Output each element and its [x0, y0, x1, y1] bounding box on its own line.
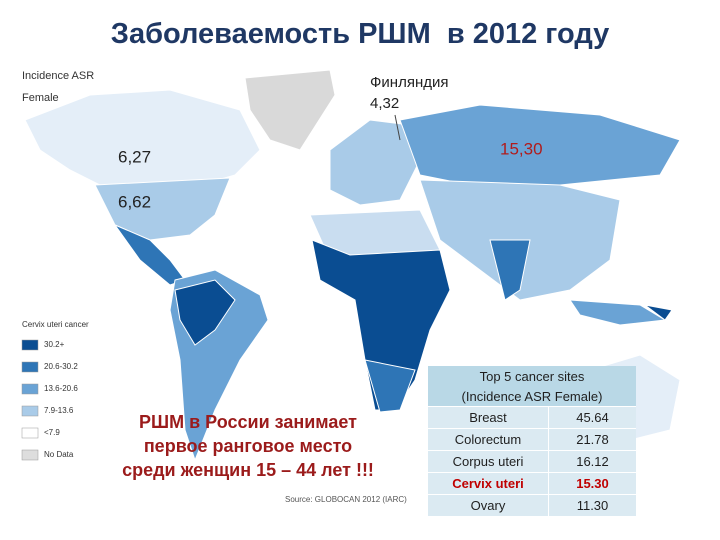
leader-line [394, 114, 401, 141]
table-title: Top 5 cancer sites [428, 366, 636, 386]
title: Заболеваемость РШМ в 2012 году [110, 18, 610, 50]
note: РШМ в России занимает первое ранговое ме… [98, 410, 398, 482]
legend-swatch [21, 427, 39, 439]
table-row: Colorectum 21.78 [428, 428, 636, 451]
note-line: РШМ в России занимает [139, 412, 357, 432]
source: Source: GLOBOCAN 2012 (IARC) [285, 495, 407, 504]
rate: 15.30 [548, 472, 636, 495]
table-row: Cervix uteri 15.30 [428, 472, 636, 495]
site: Colorectum [428, 428, 549, 451]
table: Top 5 cancer sites (Incidence ASR Female… [428, 366, 636, 516]
india [489, 239, 531, 301]
legend-label: <7.9 [44, 428, 60, 437]
legend-swatch [21, 383, 39, 395]
legend-swatch [21, 405, 39, 417]
south-america-dark [174, 279, 236, 346]
table-row: Ovary 11.30 [428, 494, 636, 516]
legend-label: No Data [44, 450, 74, 459]
africa-south [364, 359, 416, 413]
map-header: Incidence ASR [22, 70, 94, 82]
usa [94, 177, 231, 241]
rate: 45.64 [548, 406, 636, 429]
rate: 21.78 [548, 428, 636, 451]
rate: 16.12 [548, 450, 636, 473]
png [644, 304, 673, 321]
legend-title: Cervix uteri cancer [22, 320, 89, 329]
site: Cervix uteri [428, 472, 549, 495]
note-line: первое ранговое место [143, 436, 353, 456]
map-header: Female [22, 92, 59, 104]
table-row: Corpus uteri 16.12 [428, 450, 636, 473]
legend-swatch [21, 449, 39, 461]
legend-swatch [21, 339, 39, 351]
legend-label: 30.2+ [44, 340, 65, 349]
legend: 30.2+ 20.6-30.2 13.6-20.6 7.9-13.6 <7.9 No Da… [21, 339, 78, 461]
annotation: 4,32 [370, 95, 399, 112]
europe [329, 119, 421, 206]
annotation: 6,62 [118, 192, 151, 211]
annotation: 15,30 [500, 139, 543, 158]
russia [399, 104, 681, 186]
site: Breast [428, 406, 549, 429]
site: Ovary [428, 494, 549, 516]
site: Corpus uteri [428, 450, 549, 473]
annotation: Финляндия [370, 74, 448, 91]
legend-label: 7.9-13.6 [44, 406, 74, 415]
rate: 11.30 [548, 494, 636, 516]
table-subtitle: (Incidence ASR Female) [428, 386, 636, 407]
table-row: Breast 45.64 [428, 406, 636, 429]
legend-swatch [21, 361, 39, 373]
indonesia [569, 299, 667, 326]
greenland [244, 69, 336, 151]
legend-label: 20.6-30.2 [44, 362, 78, 371]
annotation: 6,27 [118, 147, 151, 166]
legend-label: 13.6-20.6 [44, 384, 78, 393]
note-line: среди женщин 15 – 44 лет !!! [122, 460, 374, 480]
